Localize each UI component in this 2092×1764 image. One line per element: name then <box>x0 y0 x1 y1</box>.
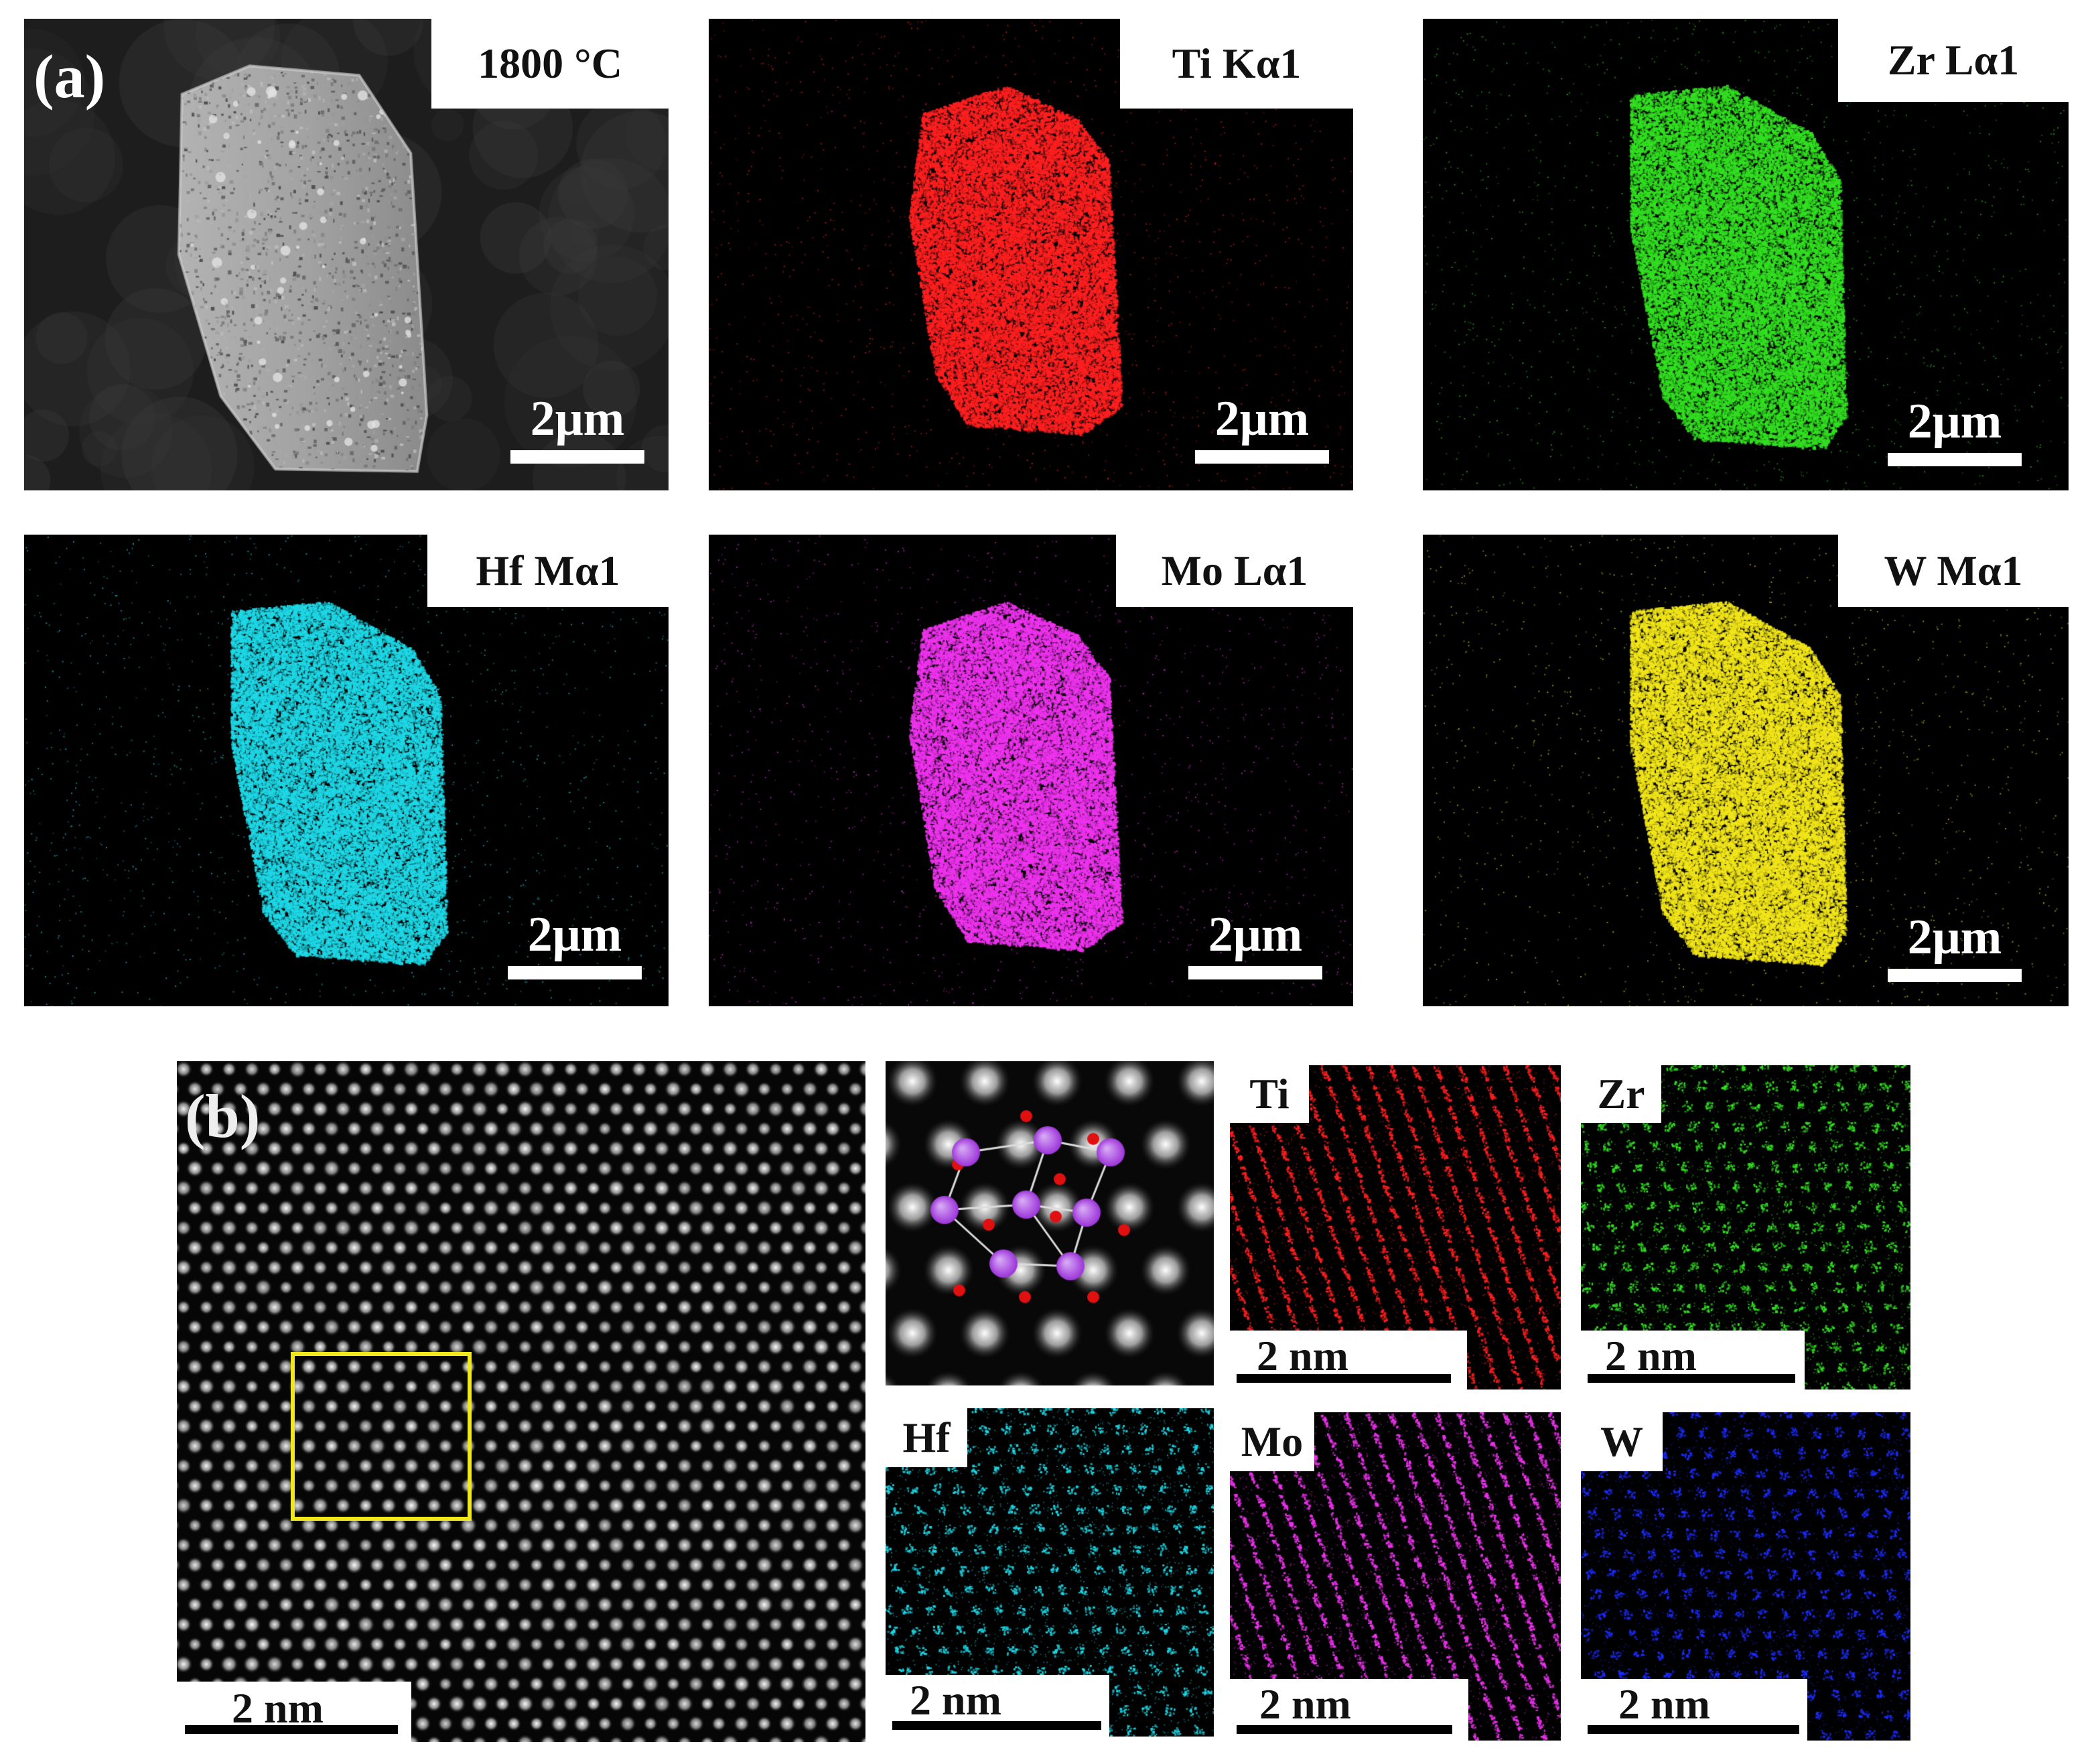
scale-bar: 2 nm <box>1581 1331 1805 1389</box>
atomic-map-w: W 2 nm <box>1581 1412 1910 1741</box>
eds-map-hf: Hf Mα1 2μm <box>24 535 669 1006</box>
scale-bar-label: 2μm <box>1214 391 1310 446</box>
eds-map-w-image <box>1423 535 2069 1006</box>
scale-bar-label: 2μm <box>1907 910 2002 965</box>
scale-bar-label: 2 nm <box>1605 1332 1697 1379</box>
scale-bar-label: 2μm <box>1208 907 1303 962</box>
atomic-map-mo: Mo 2 nm <box>1230 1412 1561 1741</box>
haadf-lattice-image <box>177 1061 865 1742</box>
atomic-map-zr: Zr 2 nm <box>1581 1065 1910 1389</box>
scale-bar-label: 2 nm <box>232 1684 324 1732</box>
selected-region-box <box>291 1352 472 1521</box>
eds-map-mo-image <box>709 535 1353 1006</box>
scale-bar-label: 2 nm <box>1259 1680 1351 1728</box>
eds-map-zr-label: Zr Lα1 <box>1838 19 2069 102</box>
sem-image-1800c: (a) 1800 °C 2μm <box>24 19 669 490</box>
scale-bar-line <box>1237 1374 1451 1383</box>
scale-bar: 2μm <box>1888 397 2022 466</box>
scale-bar-line <box>508 966 642 979</box>
scale-bar-line <box>1237 1725 1452 1734</box>
scale-bar-line <box>1888 453 2022 466</box>
scale-bar-line <box>1888 969 2022 982</box>
eds-map-hf-label: Hf Mα1 <box>427 535 669 607</box>
eds-map-w-label: W Mα1 <box>1838 535 2069 607</box>
scale-bar: 2μm <box>508 910 642 979</box>
scale-bar: 2 nm <box>886 1675 1109 1737</box>
panel-b-letter: (b) <box>185 1082 261 1150</box>
eds-map-mo-label: Mo Lα1 <box>1116 535 1353 607</box>
scale-bar: 2μm <box>1188 910 1322 979</box>
sem-temperature-label: 1800 °C <box>431 19 669 109</box>
atomic-model-image <box>886 1061 1214 1385</box>
scale-bar-line <box>510 450 644 464</box>
scale-bar-label: 2μm <box>530 391 625 446</box>
scale-bar-line <box>185 1725 398 1734</box>
haadf-stem-image: (b) 2 nm <box>177 1061 865 1742</box>
scale-bar: 2μm <box>1195 394 1329 464</box>
eds-map-ti: Ti Kα1 2μm <box>709 19 1353 490</box>
atomic-map-ti-label: Ti <box>1230 1065 1309 1123</box>
scale-bar-line <box>1588 1374 1795 1383</box>
scale-bar: 2 nm <box>1581 1679 1807 1741</box>
scale-bar-line <box>1195 450 1329 464</box>
atomic-map-w-label: W <box>1581 1412 1663 1471</box>
atomic-map-hf-label: Hf <box>886 1408 967 1467</box>
atomic-map-mo-label: Mo <box>1230 1412 1314 1471</box>
atomic-model-overlay <box>886 1061 1214 1385</box>
scale-bar-label: 2μm <box>527 907 622 962</box>
scale-bar-label: 2 nm <box>1618 1680 1710 1728</box>
scale-bar: 2 nm <box>177 1682 411 1742</box>
eds-map-mo: Mo Lα1 2μm <box>709 535 1353 1006</box>
atomic-map-hf: Hf 2 nm <box>886 1408 1214 1737</box>
scale-bar: 2μm <box>510 394 644 464</box>
eds-map-w: W Mα1 2μm <box>1423 535 2069 1006</box>
scale-bar-line <box>1188 966 1322 979</box>
scale-bar-line <box>892 1721 1101 1730</box>
scale-bar-line <box>1588 1725 1799 1734</box>
atomic-map-zr-label: Zr <box>1581 1065 1661 1123</box>
scale-bar: 2 nm <box>1230 1679 1468 1741</box>
eds-map-zr: Zr Lα1 2μm <box>1423 19 2069 490</box>
eds-map-ti-label: Ti Kα1 <box>1120 19 1353 109</box>
panel-a-letter: (a) <box>33 42 106 111</box>
scale-bar: 2 nm <box>1230 1331 1467 1389</box>
scale-bar-label: 2 nm <box>910 1676 1001 1724</box>
eds-map-hf-image <box>24 535 669 1006</box>
scale-bar-label: 2μm <box>1907 394 2002 449</box>
atomic-map-ti: Ti 2 nm <box>1230 1065 1561 1389</box>
scale-bar-label: 2 nm <box>1257 1332 1348 1379</box>
scale-bar: 2μm <box>1888 912 2022 982</box>
